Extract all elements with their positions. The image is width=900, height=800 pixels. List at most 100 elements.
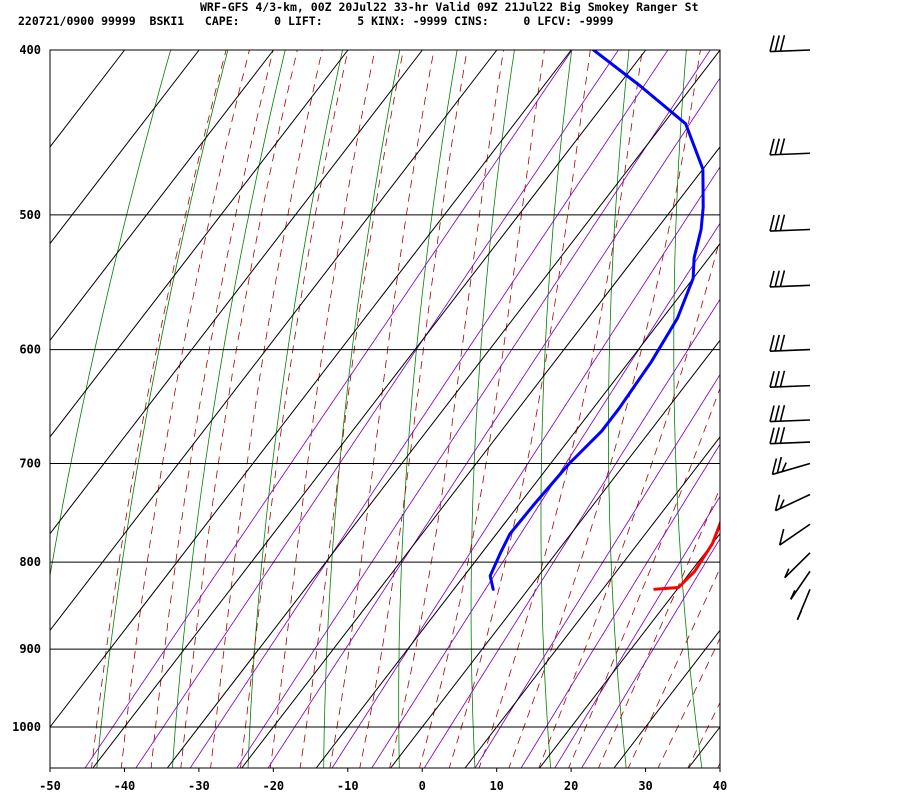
wind-barb (769, 34, 811, 53)
moist-adiabat-line (448, 50, 591, 768)
wind-barb-full-flag (774, 35, 781, 52)
isotherm-gridline (315, 243, 721, 769)
moist-adiabat-line (687, 701, 720, 768)
moist-adiabat-line (359, 50, 468, 768)
wind-barb-staff (769, 348, 811, 352)
wind-barb-staff (775, 493, 811, 512)
wind-barb-staff (772, 462, 811, 476)
mixing-ratio-line (371, 222, 720, 768)
wind-barb-full-flag (774, 494, 781, 511)
mixing-ratio-line (84, 50, 573, 768)
temperature-tick-label: 30 (638, 779, 652, 793)
wind-barb (774, 493, 811, 512)
wind-barb-half-flag (779, 499, 785, 509)
moist-adiabat-line (269, 50, 376, 768)
dry-adiabat-line (172, 50, 286, 768)
pressure-tick-label: 500 (19, 208, 41, 222)
temperature-axis: -50 -40 -30 -20 -10 0 10 20 30 40 (39, 768, 727, 793)
wind-barb-staff (790, 570, 811, 600)
isotherm-gridline (49, 49, 349, 438)
wind-barb-full-flag (779, 370, 786, 388)
isotherm-gridline (49, 49, 274, 341)
isotherm-gridline (166, 49, 721, 769)
moist-adiabat-line (240, 50, 349, 768)
wind-barb-full-flag (774, 214, 781, 232)
temperature-tick-label: -30 (188, 779, 210, 793)
wind-barb (796, 589, 811, 621)
wind-barb-full-flag (769, 371, 775, 388)
mixing-ratio-line (189, 50, 669, 768)
isotherm-gridline (539, 533, 721, 769)
dry-adiabat-line (323, 50, 401, 768)
wind-barb-full-flag (774, 138, 781, 155)
wind-barb-full-flag (779, 138, 786, 155)
moist-adiabat-line (389, 50, 505, 768)
wind-barb-full-flag (769, 405, 775, 422)
pressure-axis: 400 500 600 700 800 900 1000 (12, 43, 41, 734)
dry-adiabat-line (858, 47, 900, 773)
wind-barb-full-flag (774, 405, 781, 422)
temperature-tick-label: 10 (489, 779, 503, 793)
moist-adiabat-line (478, 50, 643, 768)
temperature-tick-label: 0 (419, 779, 426, 793)
wind-barb-full-flag (779, 334, 786, 351)
isotherm-gridline (464, 436, 721, 769)
temperature-tick-label: 20 (564, 779, 578, 793)
wind-barb-half-flag (790, 590, 796, 600)
mixing-ratio-line (520, 443, 720, 768)
wind-barb-full-flag (771, 458, 778, 475)
temperature-tick-label: -40 (114, 779, 136, 793)
mixing-ratio-line (236, 50, 711, 768)
moist-adiabat-line (419, 50, 545, 768)
isotherm-gridline (49, 49, 200, 244)
sounding-profiles (488, 50, 720, 591)
moist-adiabat-line (91, 50, 227, 768)
wind-barb-full-flag (769, 214, 775, 232)
wind-barb-staff (784, 552, 811, 579)
wind-barb-full-flag (779, 34, 786, 52)
dry-adiabat-line (96, 50, 229, 768)
wind-barb-full-flag (778, 528, 785, 546)
temperature-tick-label: -50 (39, 779, 61, 793)
wind-barb-full-flag (769, 35, 775, 52)
dewpoint-profile (488, 50, 705, 591)
moist-adiabat-line (568, 387, 720, 768)
wind-barb (778, 523, 811, 546)
wind-barb-full-flag (774, 427, 781, 444)
dry-adiabat-line (50, 50, 172, 579)
wind-barb (769, 427, 811, 445)
wind-barbs (769, 34, 811, 621)
pressure-tick-label: 400 (19, 43, 41, 57)
wind-barb-full-flag (774, 334, 781, 352)
dry-adiabat-line (737, 47, 778, 773)
wind-barb (769, 404, 811, 423)
temperature-tick-label: 40 (713, 779, 727, 793)
dry-adiabat-line (470, 50, 515, 768)
dry-adiabat-line (798, 47, 854, 773)
isotherm-gridline (49, 49, 423, 534)
wind-barb-full-flag (769, 138, 775, 156)
mixing-ratio-line (581, 537, 720, 768)
wind-barb-full-flag (776, 456, 783, 474)
isotherm-gridline (49, 49, 572, 728)
wind-barb-staff (769, 384, 811, 389)
moist-adiabat-line (746, 28, 900, 771)
wind-barb-full-flag (779, 270, 786, 287)
dry-adiabat-line (608, 50, 630, 768)
isotherm-gridline (688, 726, 721, 769)
mixing-ratio-line (267, 77, 720, 768)
pressure-tick-label: 1000 (12, 720, 41, 734)
temperature-profile (653, 519, 720, 591)
wind-barb-staff (769, 228, 811, 232)
mixing-ratio-line (554, 495, 720, 768)
chart-header: WRF-GFS 4/3-km, 00Z 20Jul22 33-hr Valid … (0, 0, 900, 32)
wind-barb-full-flag (774, 270, 781, 287)
wind-barb (769, 138, 811, 156)
moist-adiabat-line (627, 567, 720, 768)
isotherm-gridline (390, 339, 721, 769)
pressure-tick-label: 800 (19, 555, 41, 569)
wind-barb-half-flag (784, 568, 790, 579)
wind-barb-half-flag (796, 610, 803, 621)
wind-barb-staff (769, 419, 811, 423)
moist-adiabat-line (717, 762, 720, 768)
